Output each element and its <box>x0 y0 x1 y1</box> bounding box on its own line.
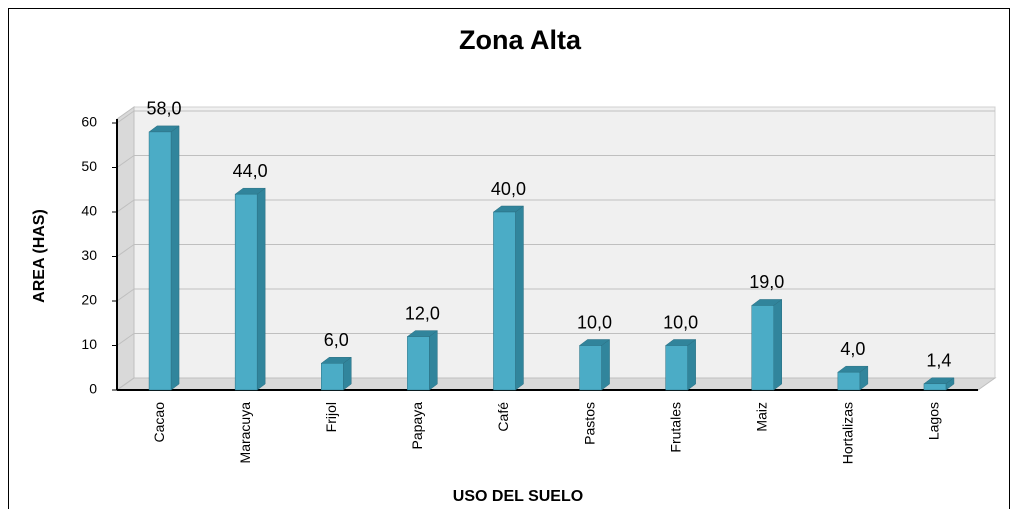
x-tick-label: Maracuya <box>237 402 253 464</box>
bar-front <box>579 345 602 391</box>
bar-side <box>601 339 610 391</box>
bar <box>923 377 955 391</box>
bar <box>406 330 439 391</box>
bar-side <box>429 330 438 391</box>
bar <box>578 339 611 391</box>
bar <box>492 205 525 391</box>
bar-front <box>837 371 861 391</box>
grid-line <box>116 110 135 124</box>
y-tick-label: 50 <box>81 158 97 174</box>
grid-line <box>116 199 135 213</box>
bar <box>664 339 697 391</box>
value-label: 40,0 <box>491 179 526 199</box>
y-tick-label: 60 <box>81 114 97 130</box>
bar <box>148 125 180 391</box>
side-wall <box>116 106 135 391</box>
grid-line <box>116 288 135 302</box>
value-label: 10,0 <box>663 312 698 332</box>
x-tick-label: Frutales <box>667 402 683 453</box>
grid-line <box>116 333 135 346</box>
bar-front <box>234 193 258 391</box>
x-tick-label: Maiz <box>753 402 769 432</box>
y-tick-label: 40 <box>81 203 97 219</box>
bar-front <box>923 383 947 391</box>
value-label: 12,0 <box>405 303 440 323</box>
value-label: 1,4 <box>926 351 951 371</box>
x-tick-label: Papaya <box>409 402 425 450</box>
bar <box>751 298 783 391</box>
bar-front <box>407 336 430 391</box>
x-tick-label: Pastos <box>581 402 597 445</box>
value-label: 10,0 <box>577 312 612 332</box>
x-tick-label: Frijol <box>323 402 339 432</box>
y-axis-label: AREA (HAS) <box>31 209 48 303</box>
x-axis-label: USO DEL SUELO <box>453 488 583 505</box>
value-label: 6,0 <box>324 330 349 350</box>
value-label: 4,0 <box>840 339 865 359</box>
grid-line <box>116 377 135 391</box>
value-label: 19,0 <box>749 272 784 292</box>
bar-front <box>321 363 344 391</box>
bar-front <box>493 211 516 391</box>
bar-side <box>687 339 696 391</box>
y-tick-label: 0 <box>89 381 97 397</box>
value-label: 58,0 <box>147 99 182 119</box>
y-tick-label: 10 <box>81 336 97 352</box>
y-tick-label: 20 <box>81 292 97 308</box>
bar-side <box>256 187 266 391</box>
bar-side <box>170 125 180 391</box>
grid-line <box>116 244 135 257</box>
value-label: 44,0 <box>233 161 268 181</box>
bar-front <box>148 131 172 391</box>
bar-front <box>665 345 688 391</box>
y-tick-label: 30 <box>81 247 97 263</box>
x-tick-label: Café <box>495 402 511 432</box>
bar-front <box>751 305 774 391</box>
grid-line <box>116 155 135 168</box>
bar <box>320 356 352 391</box>
bar-side <box>515 205 524 391</box>
bar <box>234 187 266 391</box>
x-tick-label: Cacao <box>151 402 167 443</box>
bar <box>837 365 869 391</box>
x-tick-label: Lagos <box>926 402 942 440</box>
bar-side <box>773 298 782 391</box>
chart-title: Zona Alta <box>459 25 582 55</box>
x-tick-label: Hortalizas <box>840 402 856 464</box>
